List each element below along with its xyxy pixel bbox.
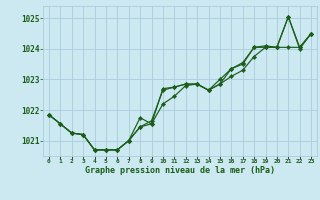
X-axis label: Graphe pression niveau de la mer (hPa): Graphe pression niveau de la mer (hPa)	[85, 166, 275, 175]
